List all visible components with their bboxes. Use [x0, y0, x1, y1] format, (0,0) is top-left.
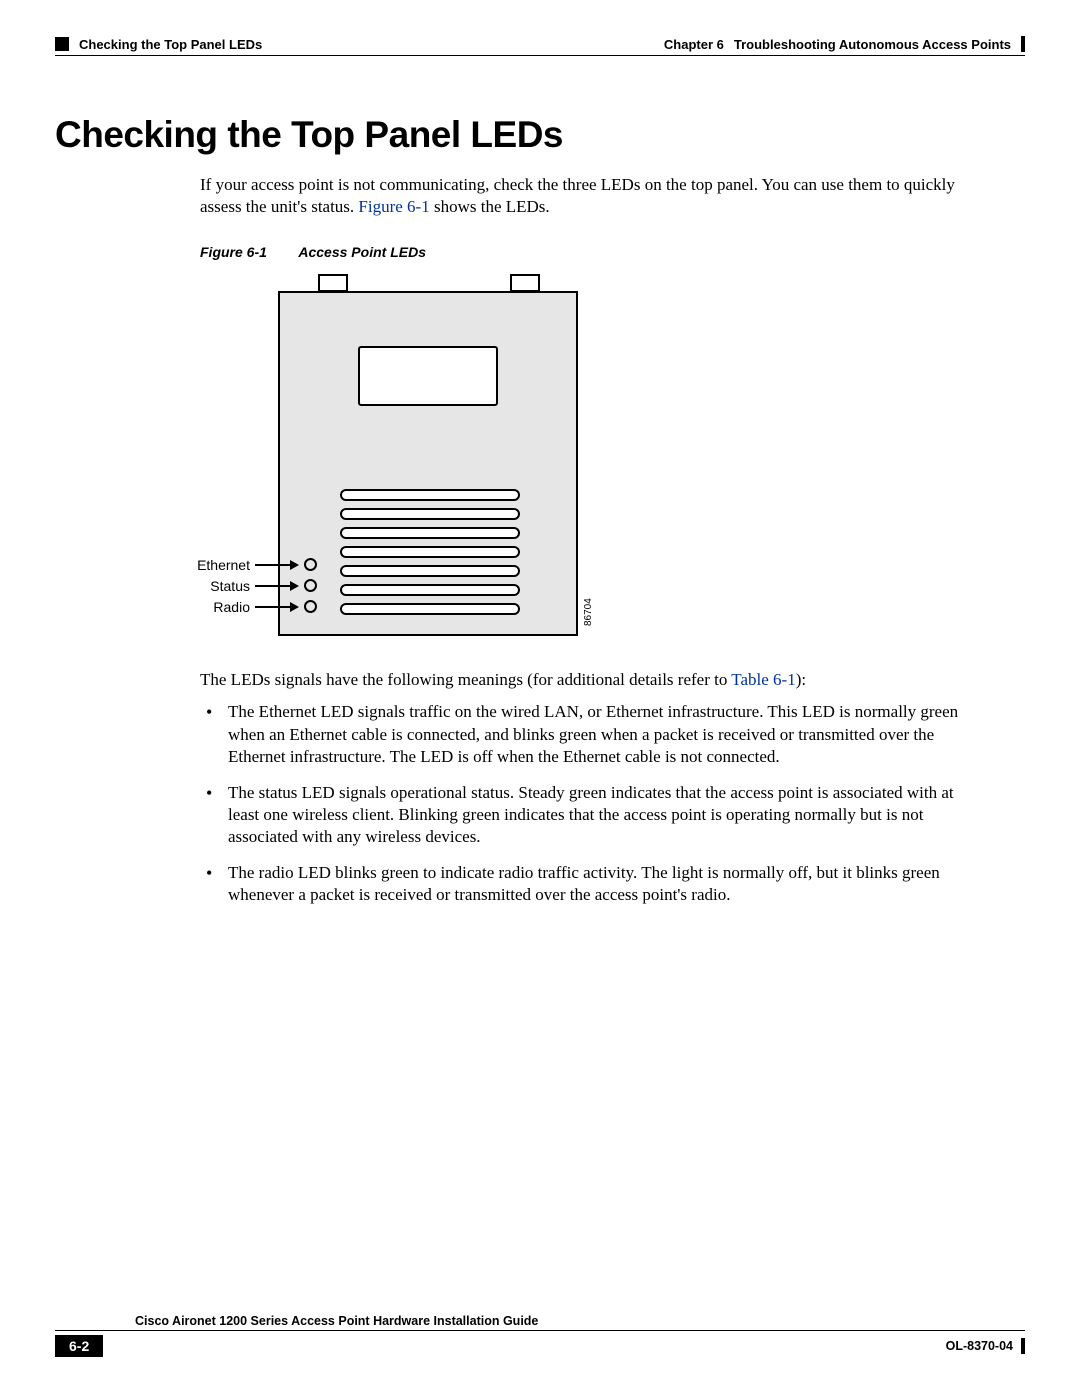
- list-item: The status LED signals operational statu…: [200, 782, 980, 848]
- figure-reference-link[interactable]: Figure 6-1: [358, 197, 429, 216]
- device-tab-icon: [318, 274, 348, 292]
- led-label-radio: Radio: [190, 598, 250, 616]
- header-chapter-label: Chapter 6: [664, 37, 724, 52]
- device-tab-icon: [510, 274, 540, 292]
- figure-title: Access Point LEDs: [298, 244, 426, 260]
- vent-slot-icon: [340, 527, 520, 539]
- header-section-title: Checking the Top Panel LEDs: [79, 37, 262, 52]
- intro-paragraph: If your access point is not communicatin…: [200, 174, 980, 218]
- figure-caption: Figure 6-1 Access Point LEDs: [200, 243, 980, 261]
- figure-number: Figure 6-1: [200, 243, 295, 261]
- after-fig-before: The LEDs signals have the following mean…: [200, 670, 731, 689]
- led-label-status: Status: [190, 577, 250, 595]
- vent-slot-icon: [340, 546, 520, 558]
- vent-slot-icon: [340, 489, 520, 501]
- table-reference-link[interactable]: Table 6-1: [731, 670, 795, 689]
- header-chapter-title: Troubleshooting Autonomous Access Points: [734, 37, 1011, 52]
- arrow-line-icon: [255, 564, 290, 566]
- header-rule: [55, 55, 1025, 56]
- intro-text-before: If your access point is not communicatin…: [200, 175, 955, 216]
- arrow-line-icon: [255, 606, 290, 608]
- intro-text-after: shows the LEDs.: [430, 197, 550, 216]
- arrow-line-icon: [255, 585, 290, 587]
- after-fig-after: ):: [796, 670, 806, 689]
- arrow-head-icon: [290, 602, 299, 612]
- list-item: The radio LED blinks green to indicate r…: [200, 862, 980, 906]
- page-footer: Cisco Aironet 1200 Series Access Point H…: [55, 1314, 1025, 1357]
- vent-slot-icon: [340, 565, 520, 577]
- arrow-head-icon: [290, 581, 299, 591]
- vent-slot-icon: [340, 603, 520, 615]
- header-marker-icon: [55, 37, 69, 51]
- footer-bar-icon: [1021, 1338, 1025, 1354]
- arrow-head-icon: [290, 560, 299, 570]
- figure-id: 86704: [582, 599, 595, 627]
- main-heading: Checking the Top Panel LEDs: [55, 114, 1025, 156]
- led-label-ethernet: Ethernet: [190, 556, 250, 574]
- led-meanings-list: The Ethernet LED signals traffic on the …: [200, 701, 980, 906]
- vent-slot-icon: [340, 508, 520, 520]
- access-point-diagram: Ethernet Status Radio 86704: [200, 271, 980, 651]
- device-screen-icon: [358, 346, 498, 406]
- header-bar-icon: [1021, 36, 1025, 52]
- vent-slot-icon: [340, 584, 520, 596]
- list-item: The Ethernet LED signals traffic on the …: [200, 701, 980, 767]
- page-number-badge: 6-2: [55, 1335, 103, 1357]
- footer-guide-title: Cisco Aironet 1200 Series Access Point H…: [55, 1314, 1025, 1331]
- after-figure-paragraph: The LEDs signals have the following mean…: [200, 669, 980, 691]
- footer-doc-id: OL-8370-04: [946, 1339, 1013, 1353]
- page-header: Checking the Top Panel LEDs Chapter 6 Tr…: [55, 35, 1025, 53]
